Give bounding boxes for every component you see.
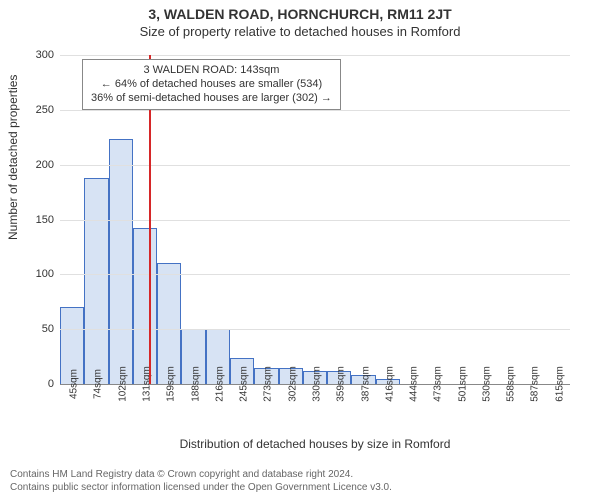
x-axis-label: Distribution of detached houses by size … [60, 433, 570, 451]
x-tick-label: 501sqm [453, 366, 468, 402]
x-tick-label: 416sqm [380, 366, 395, 402]
x-tick-label: 45sqm [65, 369, 80, 399]
chart-subtitle: Size of property relative to detached ho… [0, 22, 600, 39]
x-tick-label: 102sqm [113, 366, 128, 402]
footer-attribution: Contains HM Land Registry data © Crown c… [10, 468, 392, 494]
annotation-box: 3 WALDEN ROAD: 143sqm ← 64% of detached … [82, 59, 341, 110]
chart-container: 3, WALDEN ROAD, HORNCHURCH, RM11 2JT Siz… [0, 0, 600, 500]
bar [133, 228, 157, 384]
x-tick-label: 159sqm [162, 366, 177, 402]
grid-line [60, 329, 570, 330]
x-tick-label: 473sqm [429, 366, 444, 402]
annotation-line-2: ← 64% of detached houses are smaller (53… [91, 78, 332, 92]
x-tick-label: 302sqm [283, 366, 298, 402]
bar [84, 178, 108, 384]
footer-line-1: Contains HM Land Registry data © Crown c… [10, 468, 392, 481]
grid-line [60, 274, 570, 275]
x-tick-label: 387sqm [356, 366, 371, 402]
y-tick-label: 150 [36, 214, 60, 226]
grid-line [60, 220, 570, 221]
y-tick-label: 250 [36, 104, 60, 116]
x-tick-label: 444sqm [405, 366, 420, 402]
y-tick-label: 200 [36, 159, 60, 171]
y-tick-label: 300 [36, 49, 60, 61]
x-tick-label: 530sqm [477, 366, 492, 402]
x-tick-label: 188sqm [186, 366, 201, 402]
y-axis-label: Number of detached properties [6, 75, 20, 240]
grid-line [60, 55, 570, 56]
x-tick-label: 216sqm [210, 366, 225, 402]
x-tick-label: 74sqm [89, 369, 104, 399]
footer-line-2: Contains public sector information licen… [10, 481, 392, 494]
x-tick-label: 245sqm [235, 366, 250, 402]
x-tick-label: 615sqm [550, 366, 565, 402]
chart-title: 3, WALDEN ROAD, HORNCHURCH, RM11 2JT [0, 0, 600, 22]
bar [109, 139, 133, 384]
y-tick-label: 100 [36, 268, 60, 280]
x-tick-label: 587sqm [526, 366, 541, 402]
x-tick-label: 359sqm [332, 366, 347, 402]
annotation-line-3: 36% of semi-detached houses are larger (… [91, 92, 332, 106]
y-tick-label: 50 [42, 323, 60, 335]
x-tick-label: 330sqm [307, 366, 322, 402]
grid-line [60, 165, 570, 166]
annotation-line-1: 3 WALDEN ROAD: 143sqm [91, 64, 332, 78]
x-tick-label: 558sqm [502, 366, 517, 402]
plot-area: 45sqm74sqm102sqm131sqm159sqm188sqm216sqm… [60, 55, 570, 385]
x-tick-label: 273sqm [259, 366, 274, 402]
y-tick-label: 0 [48, 378, 60, 390]
